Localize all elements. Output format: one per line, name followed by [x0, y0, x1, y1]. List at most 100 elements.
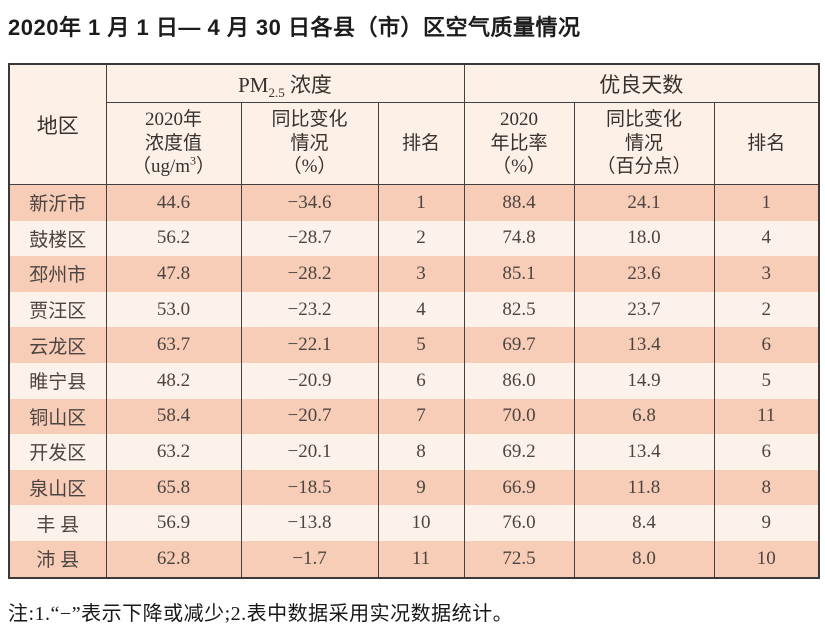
cell-gd-rank: 9 — [713, 505, 820, 541]
cell-region: 新沂市 — [8, 184, 107, 221]
header-gd-rank: 排名 — [713, 102, 820, 185]
cell-pm-value: 56.2 — [105, 220, 242, 257]
header-sub-row: 2020年 浓度值 （ug/m3） 同比变化 情况 （%） 排名 2020 年比… — [9, 102, 820, 185]
header-gd-ratio: 2020 年比率 （%） — [463, 102, 575, 185]
cell-gd-rank: 4 — [713, 220, 820, 257]
cell-pm-value: 56.9 — [105, 505, 242, 541]
table-body: 新沂市 44.6 −34.6 1 88.4 24.1 1 鼓楼区 56.2 −2… — [8, 184, 820, 578]
cell-gd-ratio: 69.2 — [463, 434, 575, 470]
cell-pm-rank: 10 — [377, 505, 465, 541]
header-gd-ratio-line3: （%） — [492, 156, 546, 178]
header-gd-ratio-line1: 2020 — [500, 109, 539, 131]
cell-region: 云龙区 — [8, 327, 107, 363]
header-pm-rank: 排名 — [377, 102, 465, 185]
cell-gd-rank: 2 — [713, 291, 820, 328]
cell-pm-rank: 7 — [377, 398, 465, 435]
header-pm-change: 同比变化 情况 （%） — [240, 102, 379, 185]
cell-pm-rank: 3 — [377, 256, 465, 292]
cell-pm-change: −20.1 — [240, 434, 379, 470]
pm25-prefix: PM — [238, 72, 269, 97]
cell-pm-rank: 5 — [377, 327, 465, 363]
cell-gd-change: 13.4 — [573, 434, 715, 470]
header-pm-change-line1: 同比变化 — [271, 109, 348, 131]
header-gd-change-line3: （百分点） — [596, 156, 692, 178]
cell-pm-value: 62.8 — [105, 540, 242, 578]
table-row: 泉山区 65.8 −18.5 9 66.9 11.8 8 — [8, 469, 820, 506]
table-header: 地区 PM2.5 浓度 优良天数 2020年 浓度值 （ug/m3） 同比变化 … — [8, 64, 820, 185]
cell-pm-change: −22.1 — [240, 327, 379, 363]
table-row: 开发区 63.2 −20.1 8 69.2 13.4 6 — [8, 434, 820, 470]
cell-gd-change: 6.8 — [573, 398, 715, 435]
cell-gd-change: 18.0 — [573, 220, 715, 257]
cell-gd-rank: 10 — [713, 540, 820, 578]
cell-gd-rank: 5 — [713, 362, 820, 399]
table-row: 云龙区 63.7 −22.1 5 69.7 13.4 6 — [8, 327, 820, 363]
header-region: 地区 — [8, 64, 107, 185]
footnote: 注:1.“−”表示下降或减少;2.表中数据采用实况数据统计。 — [8, 602, 514, 625]
cell-gd-ratio: 72.5 — [463, 540, 575, 578]
cell-pm-value: 44.6 — [105, 184, 242, 221]
table-row: 丰 县 56.9 −13.8 10 76.0 8.4 9 — [8, 505, 820, 541]
cell-pm-change: −13.8 — [240, 505, 379, 541]
table-row: 鼓楼区 56.2 −28.7 2 74.8 18.0 4 — [8, 220, 820, 257]
cell-pm-value: 48.2 — [105, 362, 242, 399]
cell-gd-rank: 6 — [713, 327, 820, 363]
table-row: 新沂市 44.6 −34.6 1 88.4 24.1 1 — [8, 184, 820, 221]
cell-pm-value: 58.4 — [105, 398, 242, 435]
cell-gd-rank: 1 — [713, 184, 820, 221]
cell-gd-ratio: 86.0 — [463, 362, 575, 399]
cell-gd-ratio: 88.4 — [463, 184, 575, 221]
cell-gd-ratio: 82.5 — [463, 291, 575, 328]
air-quality-table: 地区 PM2.5 浓度 优良天数 2020年 浓度值 （ug/m3） 同比变化 … — [8, 63, 821, 579]
page-title: 2020年 1 月 1 日— 4 月 30 日各县（市）区空气质量情况 — [8, 15, 581, 40]
cell-gd-ratio: 70.0 — [463, 398, 575, 435]
cell-pm-value: 63.7 — [105, 327, 242, 363]
cell-pm-value: 53.0 — [105, 291, 242, 328]
table-row: 邳州市 47.8 −28.2 3 85.1 23.6 3 — [8, 256, 820, 292]
cell-gd-rank: 11 — [713, 398, 820, 435]
cell-gd-ratio: 69.7 — [463, 327, 575, 363]
cell-region: 铜山区 — [8, 398, 107, 435]
cell-region: 邳州市 — [8, 256, 107, 292]
header-gd-change-line2: 情况 — [625, 132, 664, 154]
cell-pm-change: −18.5 — [240, 469, 379, 506]
cell-pm-value: 63.2 — [105, 434, 242, 470]
header-group-pm25: PM2.5 浓度 — [105, 64, 465, 103]
cell-gd-change: 24.1 — [573, 184, 715, 221]
table-row: 铜山区 58.4 −20.7 7 70.0 6.8 11 — [8, 398, 820, 435]
cell-region: 贾汪区 — [8, 291, 107, 328]
cell-gd-ratio: 74.8 — [463, 220, 575, 257]
cell-pm-change: −23.2 — [240, 291, 379, 328]
cell-region: 泉山区 — [8, 469, 107, 506]
cell-pm-change: −28.7 — [240, 220, 379, 257]
header-group-row: 地区 PM2.5 浓度 优良天数 — [8, 64, 820, 185]
cell-pm-change: −20.9 — [240, 362, 379, 399]
header-gd-change: 同比变化 情况 （百分点） — [573, 102, 715, 185]
header-gd-change-line1: 同比变化 — [606, 109, 683, 131]
unit-close-paren: ） — [196, 156, 216, 178]
unit-text: ug/m — [150, 156, 191, 178]
cell-gd-ratio: 85.1 — [463, 256, 575, 292]
cell-gd-rank: 6 — [713, 434, 820, 470]
cell-gd-change: 11.8 — [573, 469, 715, 506]
header-group-good-days: 优良天数 — [463, 64, 820, 103]
unit-open-paren: （ — [131, 156, 151, 178]
cell-gd-change: 23.6 — [573, 256, 715, 292]
cell-pm-value: 47.8 — [105, 256, 242, 292]
cell-pm-rank: 1 — [377, 184, 465, 221]
cell-gd-ratio: 66.9 — [463, 469, 575, 506]
cell-pm-change: −28.2 — [240, 256, 379, 292]
cell-pm-rank: 2 — [377, 220, 465, 257]
header-pm-value: 2020年 浓度值 （ug/m3） — [105, 102, 242, 185]
cell-gd-rank: 3 — [713, 256, 820, 292]
header-pm-change-line3: （%） — [282, 156, 337, 178]
cell-pm-change: −1.7 — [240, 540, 379, 578]
cell-gd-change: 13.4 — [573, 327, 715, 363]
cell-pm-change: −34.6 — [240, 184, 379, 221]
header-pm-value-unit: （ug/m3） — [107, 155, 240, 179]
table-row: 沛 县 62.8 −1.7 11 72.5 8.0 10 — [8, 540, 820, 578]
pm25-suffix: 浓度 — [284, 72, 332, 97]
cell-pm-rank: 11 — [377, 540, 465, 578]
cell-gd-change: 8.0 — [573, 540, 715, 578]
header-pm-value-line1: 2020年 — [144, 109, 202, 131]
